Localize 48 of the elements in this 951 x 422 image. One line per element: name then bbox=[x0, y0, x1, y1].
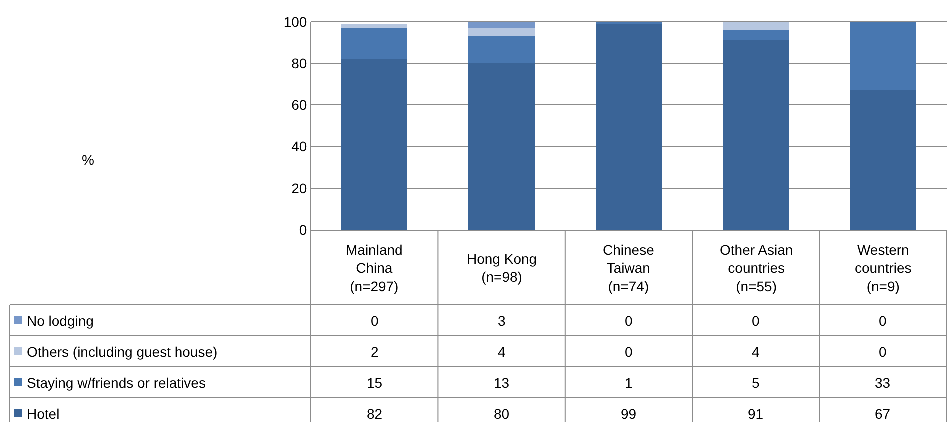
x-tick-label: Mainland China (n=297) bbox=[346, 242, 403, 294]
y-tick-label: 60 bbox=[292, 97, 308, 114]
data-label: 99 bbox=[621, 406, 637, 422]
bar bbox=[723, 22, 790, 30]
data-label: 0 bbox=[879, 313, 887, 329]
data-label: 80 bbox=[494, 406, 510, 422]
legend-label: Hotel bbox=[27, 406, 60, 422]
bar bbox=[850, 90, 916, 230]
text: % bbox=[82, 152, 94, 168]
data-label: 3 bbox=[498, 313, 506, 329]
data-label: 0 bbox=[625, 313, 633, 329]
data-label: 67 bbox=[875, 406, 891, 422]
data-label: 4 bbox=[752, 344, 760, 360]
bar bbox=[468, 64, 535, 230]
y-tick-label: 20 bbox=[292, 180, 308, 196]
bar bbox=[342, 59, 408, 230]
x-tick-label: Chinese Taiwan (n=74) bbox=[603, 242, 655, 294]
y-tick-label: 40 bbox=[292, 138, 308, 155]
data-label: 91 bbox=[748, 406, 764, 422]
legend-label: No lodging bbox=[27, 313, 94, 329]
bar bbox=[468, 36, 535, 64]
data-label: 0 bbox=[371, 313, 379, 329]
data-label: 5 bbox=[752, 375, 760, 391]
y-tick-label: 100 bbox=[284, 14, 308, 30]
x-tick-label: Western countries (n=9) bbox=[855, 242, 912, 294]
x-tick-label: Hong Kong (n=98) bbox=[467, 251, 538, 286]
bar bbox=[850, 22, 916, 91]
data-label: 0 bbox=[625, 344, 633, 360]
x-tick-label: Other Asian countries (n=55) bbox=[720, 242, 794, 294]
legend-label: Staying w/friends or relatives bbox=[27, 375, 206, 391]
bar bbox=[342, 28, 408, 60]
y-tick-label: 0 bbox=[299, 222, 308, 238]
bar bbox=[723, 30, 790, 41]
data-label: 0 bbox=[879, 344, 887, 360]
data-label: 82 bbox=[367, 406, 383, 422]
data-label: 4 bbox=[498, 344, 506, 360]
data-label: 33 bbox=[875, 375, 891, 391]
bar bbox=[342, 24, 408, 28]
data-label: 0 bbox=[752, 313, 760, 329]
legend-label: Others (including guest house) bbox=[27, 344, 218, 360]
data-label: 1 bbox=[625, 375, 633, 391]
bar bbox=[596, 24, 662, 230]
data-label: 2 bbox=[371, 344, 379, 360]
bar bbox=[723, 40, 790, 230]
bar bbox=[468, 28, 535, 37]
data-label: 13 bbox=[494, 375, 510, 391]
y-tick-label: 80 bbox=[292, 56, 308, 72]
data-label: 15 bbox=[367, 375, 383, 391]
